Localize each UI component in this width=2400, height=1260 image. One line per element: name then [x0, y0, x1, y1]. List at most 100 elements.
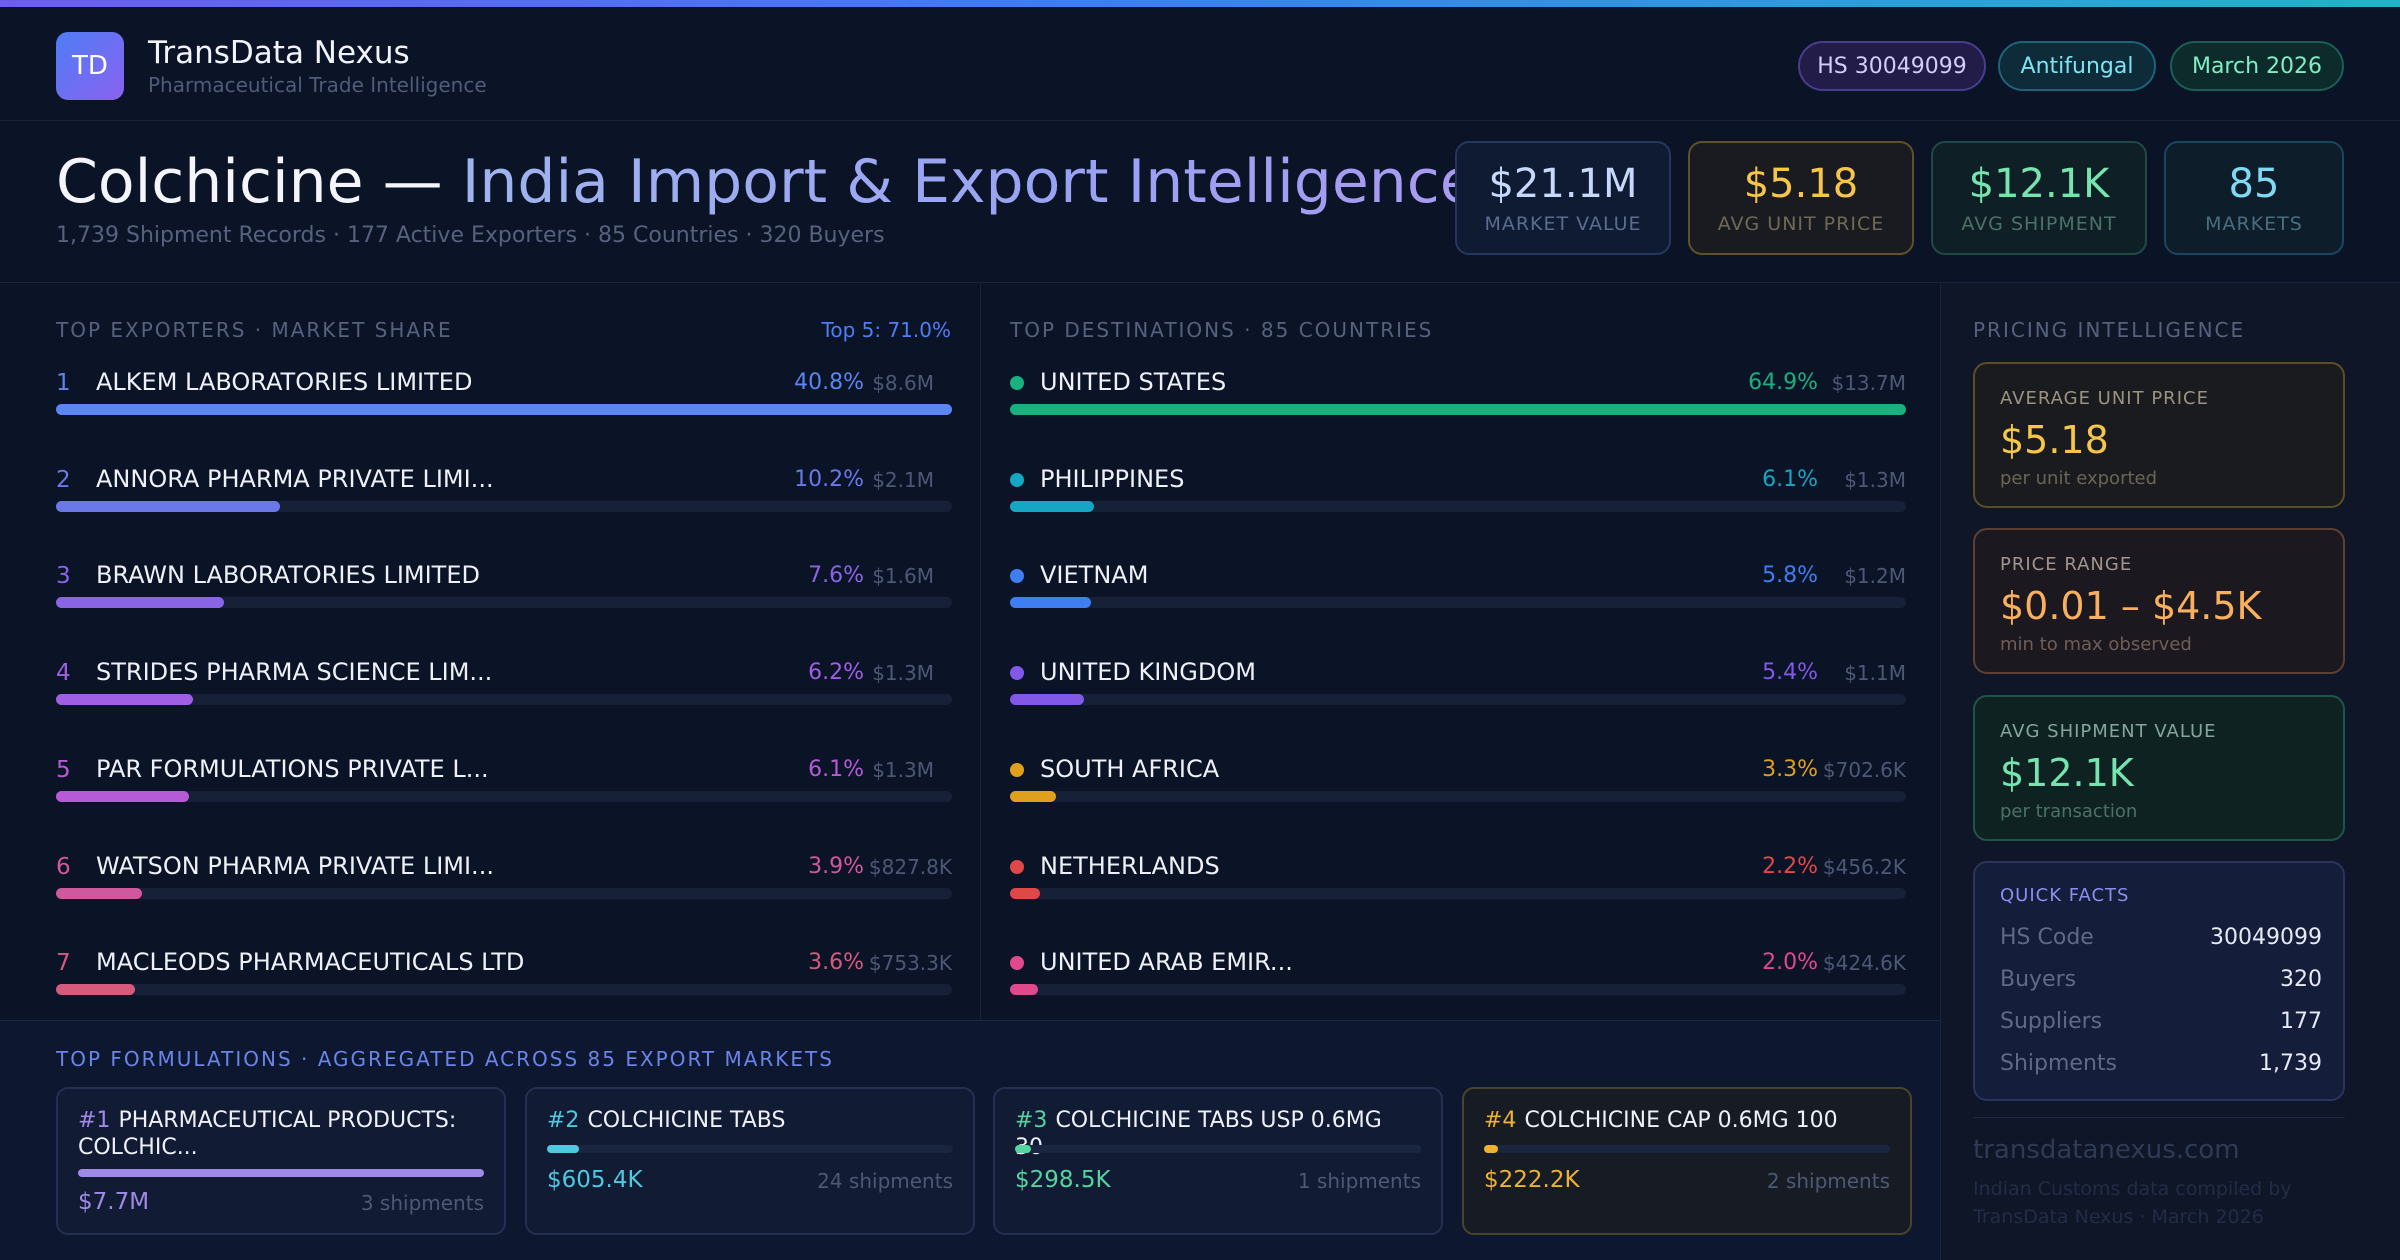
formulation-share-bar [547, 1145, 579, 1153]
exporter-share-bar [56, 500, 280, 512]
accent-line [0, 0, 2400, 7]
destination-amount: $702.6K [1822, 757, 1906, 782]
formulation-share-bar [1015, 1145, 1031, 1153]
exporter-row[interactable]: 1 ALKEM LABORATORIES LIMITED 40.8% $8.6M [56, 366, 952, 426]
kpi-markets: 85 MARKETS [2164, 141, 2344, 255]
destination-share-bar [1010, 887, 1041, 899]
exporter-name: MACLEODS PHARMACEUTICALS LTD [96, 948, 525, 977]
destination-share-track [1010, 500, 1906, 512]
destination-share-bar [1010, 790, 1056, 802]
formulation-card[interactable]: #1 PHARMACEUTICAL PRODUCTS: COLCHIC... $7.… [56, 1087, 506, 1235]
formulation-share-bar [78, 1169, 484, 1177]
formulation-rank: #1 [78, 1108, 111, 1133]
formulation-name: #1 PHARMACEUTICAL PRODUCTS: COLCHIC... [78, 1107, 478, 1161]
avg-shipment-value-card: AVG SHIPMENT VALUE $12.1K per transactio… [1973, 695, 2345, 841]
exporter-amount: $8.6M [872, 371, 934, 395]
destination-amount: $1.1M [1844, 661, 1906, 686]
exporter-row[interactable]: 5 PAR FORMULATIONS PRIVATE L... 6.1% $1.3M [56, 753, 952, 813]
exporter-row[interactable]: 4 STRIDES PHARMA SCIENCE LIM... 6.2% $1.3M [56, 656, 952, 716]
exporter-name: STRIDES PHARMA SCIENCE LIM... [96, 658, 493, 687]
destination-share-bar [1010, 984, 1038, 996]
app-header: TD TransData Nexus Pharmaceutical Trade … [0, 7, 2400, 121]
site-link[interactable]: transdatanexus.com [1973, 1135, 2240, 1165]
exporter-rank: 5 [56, 756, 71, 783]
exporter-amount: $1.3M [872, 661, 934, 686]
exporter-share-track [56, 887, 952, 899]
kpi-avg-unit-price: $5.18 AVG UNIT PRICE [1688, 141, 1914, 255]
formulation-shipments: 24 shipments [817, 1169, 953, 1193]
quick-facts-card: QUICK FACTS HS Code 30049099 Buyers 320 Su… [1973, 861, 2345, 1101]
exporter-row[interactable]: 6 WATSON PHARMA PRIVATE LIMI... 3.9% $827.8… [56, 850, 952, 910]
exporter-row[interactable]: 2 ANNORA PHARMA PRIVATE LIMI... 10.2% $2.1M [56, 463, 952, 523]
panel-divider [1973, 1117, 2345, 1118]
exporter-share-track [56, 500, 952, 512]
destination-color-dot [1010, 956, 1024, 971]
destination-row[interactable]: VIETNAM 5.8% $1.2M [1010, 559, 1906, 619]
formulation-share-track [1015, 1145, 1421, 1153]
formulation-value: $298.5K [1015, 1167, 1111, 1193]
title-band: Colchicine — India Import & Export Intel… [0, 121, 2400, 283]
exporter-rank: 1 [56, 370, 71, 396]
exporters-top5-note: Top 5: 71.0% [821, 318, 951, 342]
formulation-rank: #3 [1015, 1108, 1048, 1133]
destination-color-dot [1010, 762, 1024, 777]
formulation-card[interactable]: #2 COLCHICINE TABS $605.4K 24 shipments [525, 1087, 975, 1235]
exporter-rank: 7 [56, 950, 71, 977]
destination-share-track [1010, 790, 1906, 802]
exporter-amount: $1.6M [872, 564, 934, 589]
logo-badge: TD [56, 32, 124, 100]
formulations-band: TOP FORMULATIONS · AGGREGATED ACROSS 85 … [0, 1020, 1940, 1260]
exporter-name: ANNORA PHARMA PRIVATE LIMI... [96, 464, 494, 493]
formulation-share-track [1484, 1145, 1890, 1153]
exporter-amount: $1.3M [872, 757, 934, 782]
destinations-section-label: TOP DESTINATIONS · 85 COUNTRIES [1010, 318, 1434, 342]
exporter-percent: 6.2% [808, 660, 864, 686]
formulation-label: COLCHICINE CAP 0.6MG 100 [1524, 1108, 1838, 1133]
destination-color-dot [1010, 376, 1024, 390]
destination-amount: $424.6K [1822, 951, 1906, 976]
formulation-share-track [78, 1169, 484, 1177]
exporter-share-bar [56, 984, 135, 996]
destination-percent: 6.1% [1762, 466, 1818, 492]
formulation-label: PHARMACEUTICAL PRODUCTS: COLCHIC... [78, 1108, 457, 1160]
exporter-rank: 2 [56, 466, 71, 493]
formulation-shipments: 2 shipments [1766, 1169, 1890, 1193]
destination-row[interactable]: SOUTH AFRICA 3.3% $702.6K [1010, 753, 1906, 813]
exporter-row[interactable]: 7 MACLEODS PHARMACEUTICALS LTD 3.6% $753.3K [56, 946, 952, 1006]
kpi-avg-shipment: $12.1K AVG SHIPMENT [1931, 141, 2147, 255]
date-pill[interactable]: March 2026 [2170, 41, 2344, 91]
exporter-name: ALKEM LABORATORIES LIMITED [96, 368, 473, 396]
destination-share-track [1010, 694, 1906, 706]
avg-unit-price-card: AVERAGE UNIT PRICE $5.18 per unit export… [1973, 362, 2345, 508]
destination-row[interactable]: PHILIPPINES 6.1% $1.3M [1010, 463, 1906, 523]
destination-row[interactable]: UNITED KINGDOM 5.4% $1.1M [1010, 656, 1906, 716]
exporter-share-bar [56, 694, 194, 706]
formulation-card[interactable]: #4 COLCHICINE CAP 0.6MG 100 $222.2K 2 shipm… [1462, 1087, 1912, 1235]
destination-percent: 5.4% [1762, 660, 1818, 686]
exporter-share-track [56, 984, 952, 996]
destination-percent: 3.3% [1762, 756, 1818, 782]
destination-share-track [1010, 597, 1906, 609]
exporter-percent: 3.6% [808, 950, 864, 976]
formulation-shipments: 3 shipments [360, 1191, 484, 1215]
destination-percent: 2.0% [1762, 950, 1818, 976]
exporter-share-bar [56, 404, 952, 415]
formulation-value: $605.4K [547, 1167, 643, 1193]
category-pill[interactable]: Antifungal [1998, 41, 2156, 91]
destination-row[interactable]: UNITED ARAB EMIR... 2.0% $424.6K [1010, 946, 1906, 1006]
formulation-rank: #4 [1484, 1108, 1517, 1133]
destination-row[interactable]: NETHERLANDS 2.2% $456.2K [1010, 850, 1906, 910]
exporter-row[interactable]: 3 BRAWN LABORATORIES LIMITED 7.6% $1.6M [56, 559, 952, 619]
destination-share-bar [1010, 597, 1091, 609]
destination-amount: $1.3M [1844, 467, 1906, 492]
destination-name: PHILIPPINES [1040, 464, 1185, 493]
exporters-section-label: TOP EXPORTERS · MARKET SHARE [56, 318, 453, 342]
exporter-amount: $2.1M [872, 467, 934, 492]
hs-code-pill[interactable]: HS 30049099 [1798, 41, 1986, 91]
formulation-name: #4 COLCHICINE CAP 0.6MG 100 [1484, 1107, 1884, 1134]
destination-percent: 64.9% [1748, 370, 1818, 395]
destination-row[interactable]: UNITED STATES 64.9% $13.7M [1010, 366, 1906, 426]
destination-percent: 5.8% [1762, 563, 1818, 589]
